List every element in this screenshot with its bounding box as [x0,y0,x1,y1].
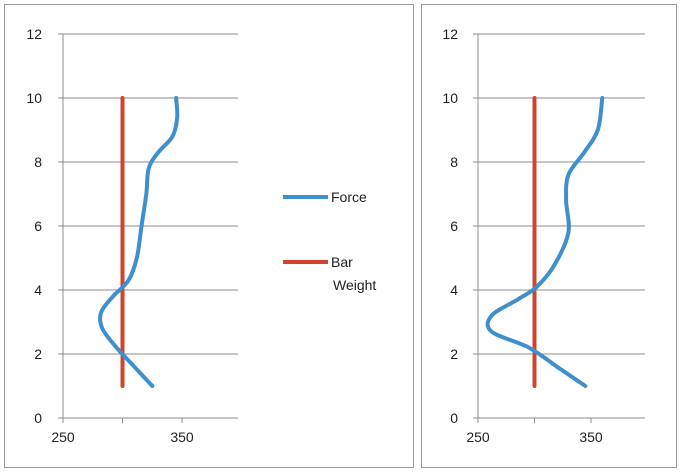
y-tick-label: 0 [34,410,42,426]
legend: Force Bar Weight [283,189,376,293]
y-tick-label: 4 [450,282,458,298]
x-tick-label: 350 [579,429,603,445]
x-tick-label: 350 [170,429,194,445]
y-tick-label: 6 [450,218,458,234]
y-tick-label: 10 [442,90,458,106]
right-chart-panel [421,4,677,468]
y-tick-label: 12 [26,26,42,42]
y-tick-label: 8 [34,154,42,170]
y-tick-label: 4 [34,282,42,298]
chart-2: 0 2 4 6 8 10 12 250 350 [442,26,645,445]
y-tick-label: 2 [34,346,42,362]
legend-label-force: Force [331,189,367,205]
chart-1: 0 2 4 6 8 10 12 250 350 Force Bar Weight [26,26,376,445]
y-tick-label: 2 [450,346,458,362]
y-tick-label: 0 [450,410,458,426]
left-chart-panel [4,4,414,468]
y-tick-label: 12 [442,26,458,42]
y-tick-label: 8 [450,154,458,170]
force-series-line [485,96,605,388]
x-tick-label: 250 [51,429,75,445]
y-tick-label: 10 [26,90,42,106]
legend-label-bar-weight: Bar Weight [331,254,376,293]
y-tick-label: 6 [34,218,42,234]
force-series-line [98,96,180,388]
x-tick-label: 250 [466,429,490,445]
